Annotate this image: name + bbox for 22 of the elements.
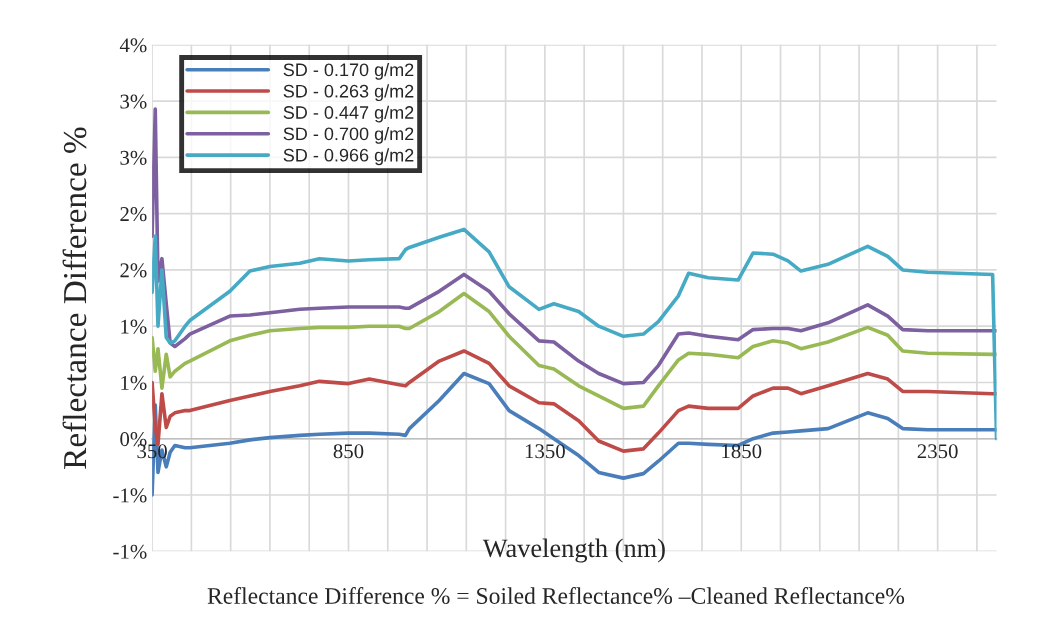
y-tick-label: 2% — [120, 207, 147, 222]
line-series — [152, 227, 997, 441]
x-axis-title: Wavelength (nm) — [482, 538, 665, 563]
text: Reflectance Difference % = Soiled Reflectance% –Cleaned Reflectance% — [207, 587, 905, 605]
y-tick-label: 1% — [121, 319, 147, 334]
y-axis-title: Reflectance Difference % — [62, 127, 87, 469]
y-tick-label: 2% — [120, 263, 147, 278]
y-tick-label: 1% — [121, 375, 147, 390]
x-tick-label: 2350 — [917, 444, 958, 459]
y-tick-label: 4% — [119, 38, 147, 53]
x-tick-label: 850 — [333, 444, 364, 459]
legend-label: SD - 0.170 g/m2 — [283, 62, 414, 80]
legend-label: SD - 0.263 g/m2 — [283, 84, 414, 102]
y-tick-label: 3% — [120, 150, 147, 165]
y-tick-label: -1% — [113, 544, 147, 559]
legend-label: SD - 0.700 g/m2 — [283, 126, 414, 144]
y-tick-label: -1% — [113, 488, 147, 503]
x-tick-label: 1350 — [525, 444, 565, 459]
legend-label: SD - 0.966 g/m2 — [283, 148, 414, 166]
x-tick-label: 1850 — [722, 444, 762, 459]
legend-label: SD - 0.447 g/m2 — [283, 105, 414, 123]
y-tick-label: 3% — [120, 94, 147, 109]
